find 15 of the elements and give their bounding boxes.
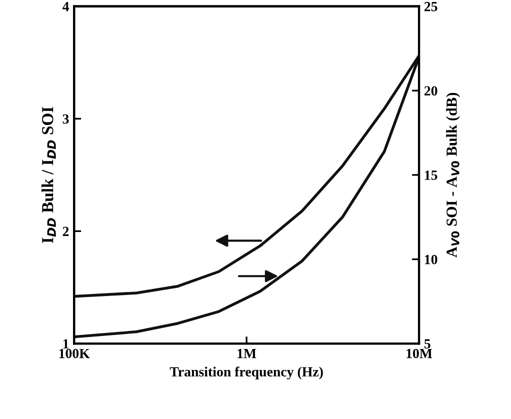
x-tick-label: 10M xyxy=(406,348,432,358)
y2-tick-label: 5 xyxy=(424,339,430,349)
y-tick-label: 3 xyxy=(62,114,69,124)
y2-tick-label: 25 xyxy=(424,2,438,12)
y-axis-title: I$_{DD}$ Bulk / I$_{DD}$ SOI xyxy=(42,106,56,244)
y2-tick-label: 20 xyxy=(424,86,438,96)
x-tick-label: 1M xyxy=(238,348,256,358)
y2-tick-label: 15 xyxy=(424,170,438,180)
y-tick-label: 4 xyxy=(62,2,69,12)
y2-tick-label: 10 xyxy=(424,254,438,264)
y2-axis-title: A$_{V0}$ SOI - A$_{V0}$ Bulk (dB) xyxy=(446,92,460,258)
y-tick-label: 2 xyxy=(62,226,69,236)
x-axis-title: Transition frequency (Hz) xyxy=(170,366,323,380)
y-tick-label: 1 xyxy=(63,339,69,348)
x-tick-label: 100K xyxy=(59,348,90,358)
